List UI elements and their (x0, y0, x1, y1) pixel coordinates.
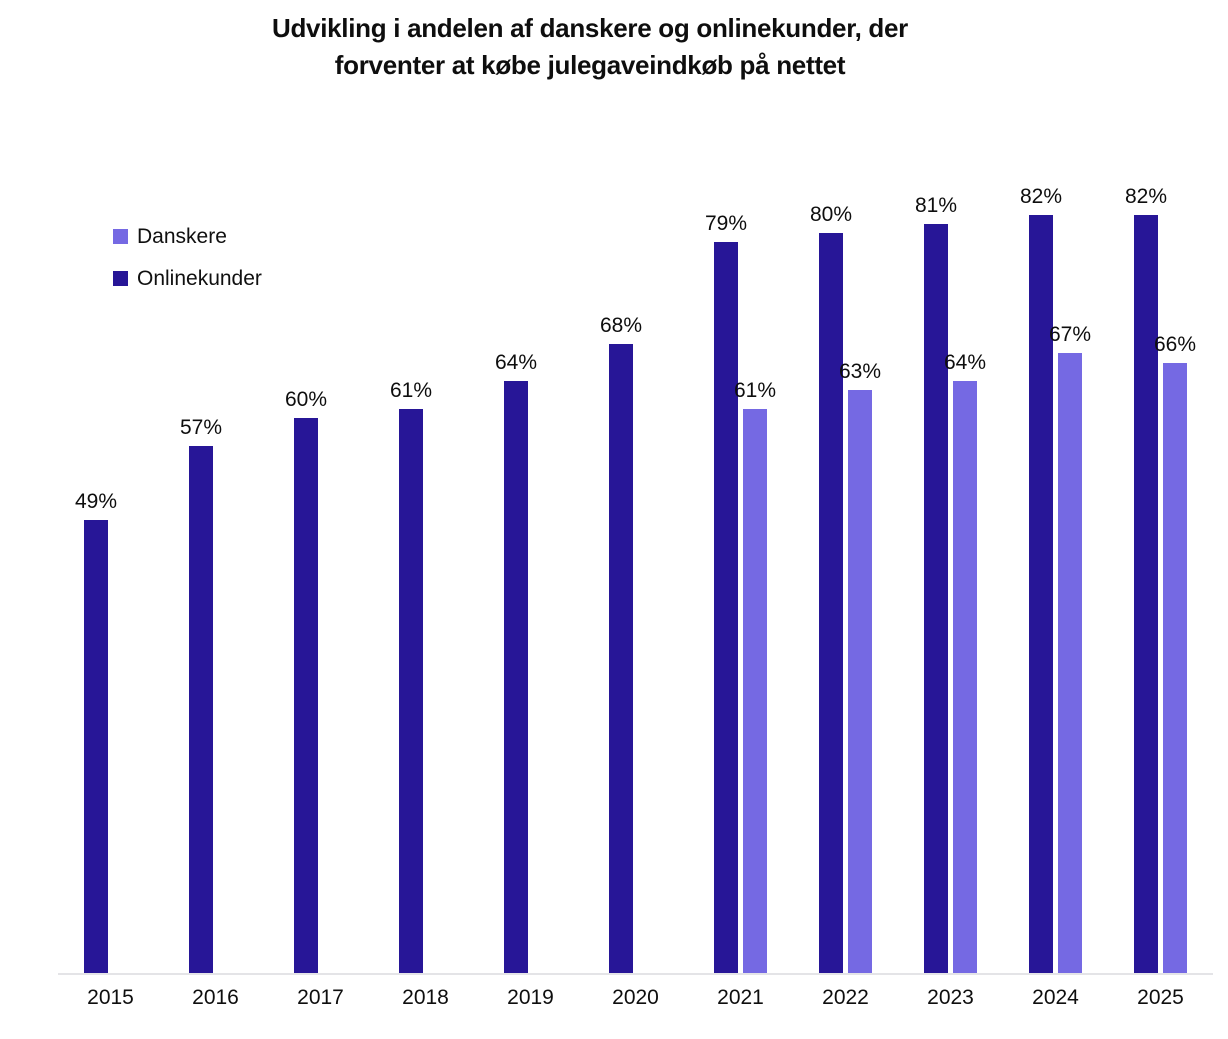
bar-onlinekunder-2017: 60% (285, 389, 327, 973)
x-axis-label-2020: 2020 (612, 986, 659, 1009)
bar-onlinekunder-2016: 57% (180, 417, 222, 973)
value-label-onlinekunder-2019: 64% (494, 351, 538, 374)
bar-group-2015: 49% (58, 48, 163, 973)
bar-onlinekunder-2023: 81% (915, 195, 957, 973)
legend-label-onlinekunder: Onlinekunder (137, 267, 262, 290)
bar-group-2019: 64% (478, 48, 583, 973)
bar-group-2016: 57% (163, 48, 268, 973)
value-label-onlinekunder-2016: 57% (179, 415, 223, 439)
legend-item-onlinekunder: Onlinekunder (113, 268, 262, 289)
x-axis-label-2022: 2022 (822, 986, 869, 1009)
bar-group-2024: 82% 67% (1003, 48, 1108, 973)
x-axis-label-2019: 2019 (507, 986, 554, 1009)
value-label-onlinekunder-2024: 82% (1019, 184, 1063, 208)
plot-area: 49% 57% 60% 61% 64% 68% 79% 61% 80% 63% 81% 64% 82% 6… (58, 48, 1213, 973)
bar-onlinekunder-2025: 82% (1125, 186, 1167, 973)
legend: Danskere Onlinekunder (113, 226, 262, 310)
bar-danskere-2025: 66% (1154, 334, 1196, 973)
value-label-onlinekunder-2023: 81% (914, 193, 958, 217)
x-axis-label-2023: 2023 (927, 986, 974, 1009)
bar-group-2017: 60% (268, 48, 373, 973)
x-axis-label-2017: 2017 (297, 986, 344, 1009)
bar-onlinekunder-2022: 80% (810, 204, 852, 973)
bar-onlinekunder-2018: 61% (390, 380, 432, 973)
bar-onlinekunder-2019: 64% (495, 352, 537, 973)
x-axis-label-2025: 2025 (1137, 986, 1184, 1009)
bar-group-2021: 79% 61% (688, 48, 793, 973)
legend-swatch-danskere-icon (113, 229, 128, 244)
value-label-danskere-2025: 66% (1153, 332, 1197, 356)
bar-group-2025: 82% 66% (1108, 48, 1213, 973)
value-label-danskere-2024: 67% (1048, 323, 1092, 347)
bar-danskere-2022: 63% (839, 361, 881, 973)
value-label-danskere-2022: 63% (838, 360, 882, 384)
x-axis-label-2018: 2018 (402, 986, 449, 1009)
x-axis-label-2021: 2021 (717, 986, 764, 1009)
chart-title-line-1: Udvikling i andelen af danskere og onlin… (271, 13, 908, 43)
legend-swatch-onlinekunder-icon (113, 271, 128, 286)
value-label-onlinekunder-2025: 82% (1124, 184, 1168, 208)
value-label-onlinekunder-2015: 49% (74, 489, 118, 513)
bar-group-2020: 68% (583, 48, 688, 973)
bar-group-2022: 80% 63% (793, 48, 898, 973)
bar-danskere-2024: 67% (1049, 324, 1091, 973)
bar-onlinekunder-2015: 49% (75, 491, 117, 973)
legend-label-danskere: Danskere (137, 225, 227, 248)
value-label-onlinekunder-2022: 80% (809, 203, 853, 226)
chart-title-line-2: forventer at købe julegaveindkøb på nett… (334, 50, 846, 80)
x-axis-label-2016: 2016 (192, 986, 239, 1009)
value-label-onlinekunder-2020: 68% (599, 314, 643, 337)
bar-onlinekunder-2021: 79% (705, 213, 747, 973)
bar-onlinekunder-2024: 82% (1020, 186, 1062, 973)
chart-title: Udvikling i andelen af danskere og onlin… (0, 10, 1180, 84)
bar-danskere-2021: 61% (734, 380, 776, 973)
bar-onlinekunder-2020: 68% (600, 315, 642, 973)
value-label-onlinekunder-2018: 61% (389, 378, 433, 402)
bar-group-2018: 61% (373, 48, 478, 973)
value-label-onlinekunder-2017: 60% (284, 388, 328, 411)
bar-group-2023: 81% 64% (898, 48, 1003, 973)
x-axis-labels: 2015 2016 2017 2018 2019 2020 2021 2022 2023 2024… (58, 986, 1213, 1010)
value-label-danskere-2021: 61% (733, 378, 777, 402)
x-axis-label-2015: 2015 (87, 986, 134, 1009)
value-label-danskere-2023: 64% (943, 351, 987, 374)
legend-item-danskere: Danskere (113, 226, 262, 247)
x-axis-line (58, 973, 1213, 975)
bar-danskere-2023: 64% (944, 352, 986, 973)
x-axis-label-2024: 2024 (1032, 986, 1079, 1009)
value-label-onlinekunder-2021: 79% (704, 212, 748, 236)
